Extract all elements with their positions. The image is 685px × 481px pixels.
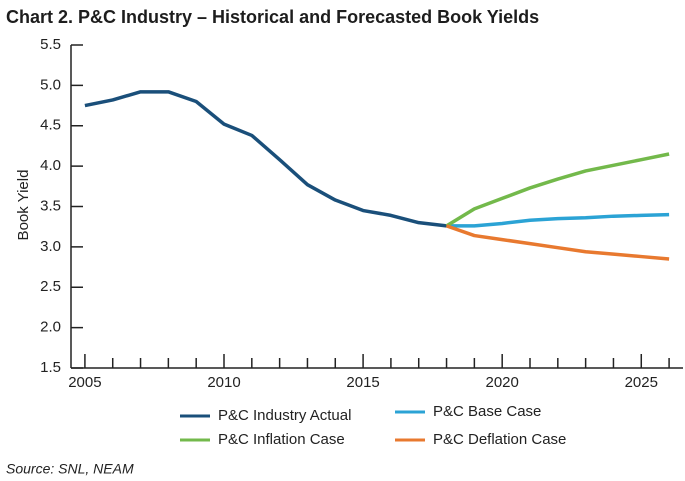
chart-title: Chart 2. P&C Industry – Historical and F… [6,7,539,27]
series-line [445,224,670,261]
y-tick-label: 2.0 [40,319,61,336]
y-tick-label: 2.5 [40,278,61,295]
y-tick-label: 3.5 [40,197,61,214]
x-tick-label: 2020 [485,374,518,391]
series-line [84,90,447,228]
series-line [446,212,670,228]
legend-label: P&C Inflation Case [218,431,345,448]
y-tick-label: 1.5 [40,359,61,376]
source: Source: SNL, NEAM [6,461,134,477]
x-tick-label: 2005 [68,374,101,391]
y-tick-label: 3.0 [40,238,61,255]
x-tick-label: 2010 [207,374,240,391]
series-line [445,152,670,228]
legend-label: P&C Industry Actual [218,407,351,424]
y-axis-label: Book Yield [15,170,32,241]
x-tick-label: 2015 [346,374,379,391]
y-tick-label: 4.0 [40,157,61,174]
legend-label: P&C Base Case [433,403,541,420]
x-tick-label: 2025 [625,374,658,391]
legend-label: P&C Deflation Case [433,431,566,448]
y-tick-label: 5.5 [40,36,61,53]
y-tick-label: 4.5 [40,117,61,134]
y-tick-label: 5.0 [40,76,61,93]
